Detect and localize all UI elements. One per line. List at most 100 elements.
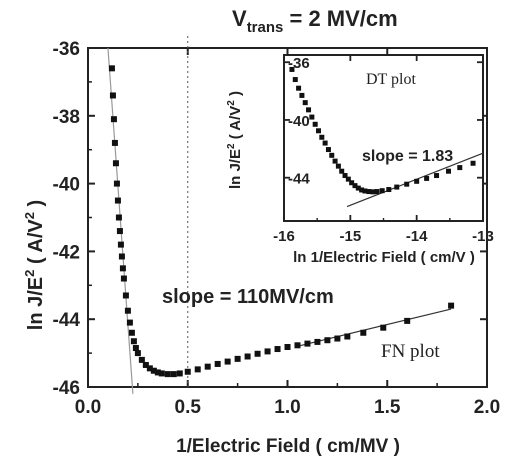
main-data-point (132, 345, 139, 352)
inset-data-point (355, 185, 361, 191)
main-data-point (126, 319, 133, 326)
inset-x-tick-label-part: -14 (406, 228, 428, 245)
inset-data-point (359, 187, 365, 193)
main-y-tick-label: -38 (53, 107, 80, 128)
main-data-point (146, 365, 153, 372)
main-y-tick-label: -36 (53, 39, 80, 60)
main-data-point (164, 371, 171, 378)
main-y-axis-label-part: ln J/E (25, 277, 47, 330)
main-data-point (404, 317, 411, 324)
inset-y-tick-label-part: -40 (288, 113, 310, 130)
main-y-tick-label-part: -46 (53, 378, 80, 399)
main-y-tick-label: -44 (53, 310, 81, 331)
main-data-point (120, 275, 127, 282)
inset-data-point (374, 189, 380, 195)
main-data-point (110, 116, 117, 123)
main-y-tick-label: -40 (53, 175, 80, 196)
main-plot: 0.0 0.5 1.0 1.5 2.0 -36 -38 -40 -42 -44 -46 Vtrans … (22, 6, 500, 457)
inset-data-point (342, 173, 348, 179)
main-y-axis-label-part: ) (25, 200, 47, 212)
main-title-part: V (232, 6, 247, 31)
inset-data-point (309, 114, 315, 120)
main-y-axis-label-part: 2 (22, 212, 37, 219)
main-data-point (122, 292, 129, 299)
inset-data-point (386, 187, 392, 193)
main-data-point (214, 360, 221, 367)
main-data-point (134, 350, 141, 357)
inset-y-axis-label-part: 2 (226, 143, 237, 149)
inset-x-tick-label: -16 (273, 228, 295, 245)
main-fit-line-0 (297, 308, 452, 347)
main-x-axis-label: 1/Electric Field ( cm/MV ) (176, 436, 400, 457)
inset-data-point (404, 181, 410, 187)
inset-data-point (457, 165, 463, 171)
inset-x-tick-label: -14 (406, 228, 428, 245)
main-data-point (360, 329, 367, 336)
inset-data-point (424, 175, 430, 181)
main-data-point (112, 160, 119, 167)
inset-data-point (394, 184, 400, 190)
inset-data-point (312, 121, 318, 127)
inset-data-point (414, 178, 420, 184)
main-x-tick-label-part: 0.0 (75, 397, 101, 418)
main-data-point (124, 307, 131, 314)
inset-data-point (315, 128, 321, 134)
main-data-point (109, 92, 116, 99)
inset-x-tick-label-part: -15 (339, 228, 361, 245)
inset-data-point (370, 189, 376, 195)
inset-y-axis-label-part: ln J/E (227, 149, 244, 189)
inset-data-point (302, 100, 308, 106)
main-y-tick-label-part: -40 (53, 175, 80, 196)
main-data-point (114, 197, 121, 204)
inset-y-tick-label: -40 (288, 113, 310, 130)
main-x-tick-label-part: 1.0 (274, 397, 300, 418)
main-x-tick-label-part: 1.5 (374, 397, 401, 418)
inset-data-point (349, 180, 355, 186)
main-data-point (158, 370, 165, 377)
inset-y-tick-label-part: -44 (288, 171, 310, 188)
inset-x-tick-label: -13 (472, 228, 494, 245)
main-data-point (380, 324, 387, 331)
inset-data-point (319, 134, 325, 140)
inset-data-point (332, 158, 338, 164)
main-data-point (130, 338, 137, 345)
inset-data-point (366, 189, 372, 195)
main-y-axis-label-part: ( A/V (25, 219, 47, 270)
main-data-point (284, 343, 291, 350)
main-data-point (314, 338, 321, 345)
main-data-point (244, 353, 251, 360)
main-data-point (274, 346, 281, 353)
inset-data-point (335, 163, 341, 169)
main-plot-type-label-part: FN plot (381, 341, 440, 362)
main-data-point (324, 337, 331, 344)
inset-y-axis-label-part: 2 (226, 100, 237, 106)
inset-data-point (339, 168, 345, 174)
main-x-tick-label: 1.0 (274, 397, 300, 418)
main-slope-annotation-part: slope = 110MV/cm (162, 286, 334, 308)
inset-plot-type-label: DT plot (366, 71, 416, 88)
main-data-point (117, 241, 124, 248)
main-data-point (115, 214, 122, 221)
main-data-point (128, 329, 135, 336)
main-data-point (294, 342, 301, 349)
inset-data-point (434, 173, 440, 179)
main-y-tick-label-part: -42 (53, 242, 80, 263)
inset-slope-annotation-part: slope = 1.83 (362, 148, 453, 165)
main-slope-annotation: slope = 110MV/cm (162, 286, 334, 308)
inset-plot-type-label-part: DT plot (366, 71, 416, 88)
inset-data-point (322, 140, 328, 146)
main-x-tick-label-part: 0.5 (175, 397, 202, 418)
inset-data-point (446, 168, 452, 174)
main-y-tick-label-part: -36 (53, 39, 80, 60)
main-data-point (304, 340, 311, 347)
main-x-tick-label: 2.0 (474, 397, 500, 418)
main-x-tick-label: 0.5 (175, 397, 202, 418)
inset-x-tick-label: -15 (339, 228, 361, 245)
inset-data-point (329, 152, 335, 158)
main-data-point (154, 369, 161, 376)
main-data-point (176, 370, 183, 377)
main-data-point (254, 350, 261, 357)
inset-data-point (296, 85, 302, 91)
main-x-tick-label: 0.0 (75, 397, 101, 418)
